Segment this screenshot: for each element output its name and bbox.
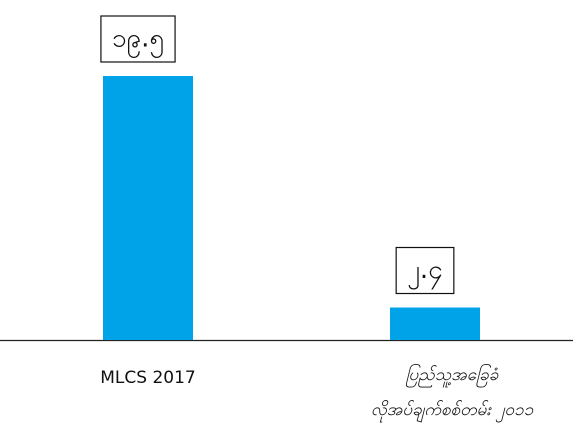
bar bbox=[390, 307, 480, 340]
x-tick-label-line: MLCS 2017 bbox=[100, 368, 195, 388]
value-label-box bbox=[100, 15, 176, 63]
bar bbox=[103, 76, 193, 340]
value-label: ၂.၄ bbox=[407, 255, 443, 290]
x-tick-label-line: လိုအပ်ချက်စစ်တမ်း ၂၀၁၁ bbox=[371, 400, 534, 423]
value-label: ၁၉.၅ bbox=[112, 24, 165, 59]
value-label-box bbox=[395, 246, 455, 295]
x-tick-label-line: ပြည်သူ့အခြေခံ bbox=[406, 364, 499, 388]
x-tick-label: MLCS 2017 bbox=[100, 368, 195, 388]
x-tick-label: ပြည်သူ့အခြေခံလိုအပ်ချက်စစ်တမ်း ၂၀၁၁ bbox=[371, 364, 534, 423]
